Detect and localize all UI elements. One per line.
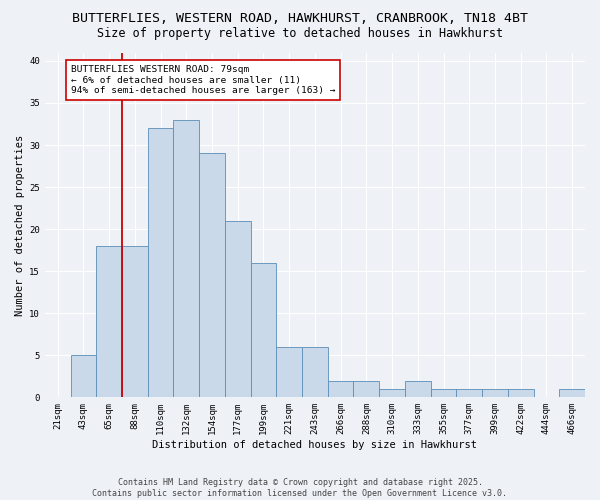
Text: BUTTERFLIES, WESTERN ROAD, HAWKHURST, CRANBROOK, TN18 4BT: BUTTERFLIES, WESTERN ROAD, HAWKHURST, CR…	[72, 12, 528, 26]
Bar	[173, 120, 199, 398]
Bar	[122, 246, 148, 398]
Bar	[71, 356, 96, 398]
Bar	[508, 389, 533, 398]
Bar	[148, 128, 173, 398]
Bar	[328, 380, 353, 398]
Bar	[251, 263, 277, 398]
Bar	[353, 380, 379, 398]
Text: BUTTERFLIES WESTERN ROAD: 79sqm
← 6% of detached houses are smaller (11)
94% of : BUTTERFLIES WESTERN ROAD: 79sqm ← 6% of …	[71, 65, 335, 95]
Bar	[405, 380, 431, 398]
Bar	[225, 220, 251, 398]
Bar	[199, 154, 225, 398]
Bar	[96, 246, 122, 398]
Bar	[457, 389, 482, 398]
X-axis label: Distribution of detached houses by size in Hawkhurst: Distribution of detached houses by size …	[152, 440, 478, 450]
Y-axis label: Number of detached properties: Number of detached properties	[15, 134, 25, 316]
Text: Contains HM Land Registry data © Crown copyright and database right 2025.
Contai: Contains HM Land Registry data © Crown c…	[92, 478, 508, 498]
Bar	[482, 389, 508, 398]
Bar	[431, 389, 457, 398]
Bar	[559, 389, 585, 398]
Bar	[302, 347, 328, 398]
Bar	[277, 347, 302, 398]
Bar	[379, 389, 405, 398]
Text: Size of property relative to detached houses in Hawkhurst: Size of property relative to detached ho…	[97, 26, 503, 40]
